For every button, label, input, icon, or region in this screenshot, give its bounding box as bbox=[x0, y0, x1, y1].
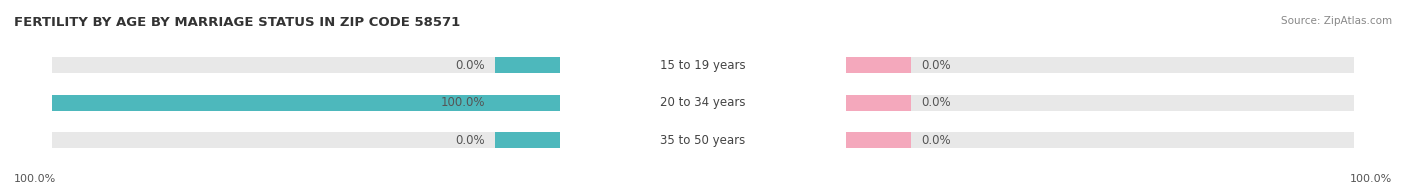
Text: 0.0%: 0.0% bbox=[921, 134, 950, 147]
Bar bbox=[52, 132, 1354, 148]
Text: 100.0%: 100.0% bbox=[440, 96, 485, 109]
Text: 0.0%: 0.0% bbox=[456, 59, 485, 72]
Text: Source: ZipAtlas.com: Source: ZipAtlas.com bbox=[1281, 16, 1392, 26]
Text: 20 to 34 years: 20 to 34 years bbox=[661, 96, 745, 109]
Bar bbox=[846, 57, 911, 73]
Text: 100.0%: 100.0% bbox=[14, 174, 56, 184]
Text: 0.0%: 0.0% bbox=[921, 96, 950, 109]
Bar bbox=[495, 132, 560, 148]
Bar bbox=[846, 132, 911, 148]
Text: 0.0%: 0.0% bbox=[921, 59, 950, 72]
Text: 0.0%: 0.0% bbox=[456, 134, 485, 147]
Text: FERTILITY BY AGE BY MARRIAGE STATUS IN ZIP CODE 58571: FERTILITY BY AGE BY MARRIAGE STATUS IN Z… bbox=[14, 16, 460, 29]
Bar bbox=[52, 57, 1354, 73]
Text: 100.0%: 100.0% bbox=[1350, 174, 1392, 184]
Bar bbox=[495, 95, 560, 111]
Text: 35 to 50 years: 35 to 50 years bbox=[661, 134, 745, 147]
Bar bbox=[560, 56, 846, 74]
Bar bbox=[846, 95, 911, 111]
Bar bbox=[52, 95, 1354, 111]
Bar bbox=[560, 131, 846, 149]
Bar bbox=[495, 57, 560, 73]
Bar bbox=[52, 95, 560, 111]
Bar bbox=[560, 94, 846, 112]
Text: 15 to 19 years: 15 to 19 years bbox=[661, 59, 745, 72]
